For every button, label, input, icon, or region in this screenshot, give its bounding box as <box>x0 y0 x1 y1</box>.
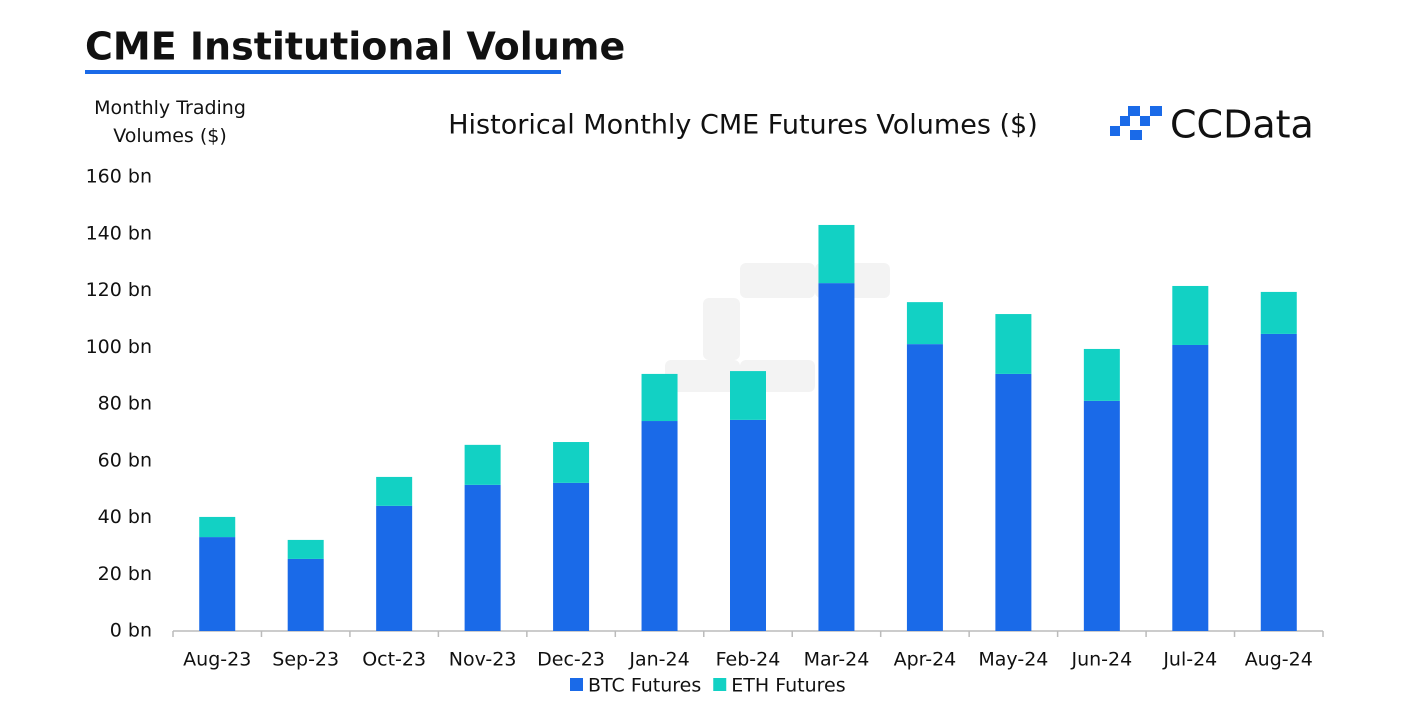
y-tick-label: 0 bn <box>110 620 152 642</box>
bar-segment <box>995 314 1032 374</box>
bar-segment <box>730 371 766 420</box>
x-tick-label: Feb-24 <box>716 649 781 671</box>
x-tick-label: Jun-24 <box>1070 649 1132 671</box>
title-underline <box>85 70 561 74</box>
bar-segment <box>464 484 501 631</box>
x-tick-label: Oct-23 <box>362 649 426 671</box>
chart-title: Historical Monthly CME Futures Volumes (… <box>448 110 1037 141</box>
page-title: CME Institutional Volume <box>85 25 625 69</box>
bar-segment <box>641 421 678 631</box>
bar-segment <box>1083 400 1120 631</box>
y-tick-label: 140 bn <box>86 222 152 244</box>
bar-segment <box>553 482 590 631</box>
bar-segment <box>376 505 413 631</box>
x-tick-label: May-24 <box>978 649 1048 671</box>
watermark <box>665 263 890 392</box>
x-tick-label: Dec-23 <box>537 649 605 671</box>
legend-label: ETH Futures <box>731 675 845 697</box>
y-tick-label: 160 bn <box>86 166 152 188</box>
y-tick-label: 40 bn <box>98 506 152 528</box>
bar-segment <box>818 224 855 284</box>
bar-segment <box>287 539 324 559</box>
x-tick-label: Aug-24 <box>1245 649 1313 671</box>
y-axis-label: Monthly Trading Volumes ($) <box>94 97 246 147</box>
x-tick-label: Jan-24 <box>628 649 689 671</box>
bar-segment <box>906 302 943 345</box>
bar-segment <box>376 476 413 506</box>
x-tick-label: Jul-24 <box>1162 649 1217 671</box>
y-tick-label: 80 bn <box>98 393 152 415</box>
y-tick-label: 100 bn <box>86 336 152 358</box>
legend-label: BTC Futures <box>588 675 701 697</box>
bar-segment <box>464 444 501 485</box>
y-tick-label: 120 bn <box>86 279 152 301</box>
brand-name: CCData <box>1170 103 1314 147</box>
bar-segment <box>553 442 590 483</box>
bar-segment <box>1172 344 1209 631</box>
legend-swatch <box>713 678 727 691</box>
bar-segment <box>641 373 678 422</box>
x-tick-label: Aug-23 <box>183 649 251 671</box>
legend-swatch <box>570 678 583 691</box>
bar-segment <box>287 558 324 631</box>
bar-segment <box>906 344 943 631</box>
x-tick-label: Nov-23 <box>449 649 517 671</box>
y-tick-label: 60 bn <box>98 449 152 471</box>
bar-segment <box>199 516 236 538</box>
bar-segment <box>1260 333 1297 631</box>
x-tick-label: Sep-23 <box>272 649 339 671</box>
y-tick-label: 20 bn <box>98 563 152 585</box>
bar-segment <box>199 537 236 631</box>
x-tick-label: Mar-24 <box>804 649 870 671</box>
bar-segment <box>730 419 766 631</box>
bar-segment <box>1260 291 1297 334</box>
bar-segment <box>1083 348 1120 401</box>
bar-segment <box>995 373 1032 631</box>
brand-logo <box>1110 106 1162 140</box>
bar-segment <box>1172 285 1209 345</box>
x-tick-label: Apr-24 <box>894 649 957 671</box>
bar-segment <box>818 283 855 631</box>
